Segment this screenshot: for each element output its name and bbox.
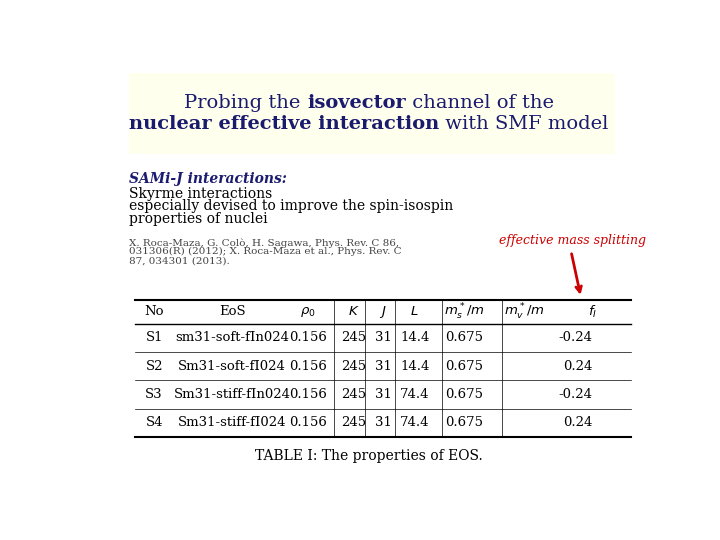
Text: SAMi-J interactions:: SAMi-J interactions: bbox=[129, 172, 287, 186]
Text: especially devised to improve the spin-isospin: especially devised to improve the spin-i… bbox=[129, 199, 454, 213]
Text: 14.4: 14.4 bbox=[400, 332, 429, 345]
Text: Sm31-stiff-fI024: Sm31-stiff-fI024 bbox=[178, 416, 287, 429]
Text: properties of nuclei: properties of nuclei bbox=[129, 212, 268, 226]
Text: $J$: $J$ bbox=[379, 303, 387, 320]
Text: 74.4: 74.4 bbox=[400, 416, 430, 429]
Text: 0.675: 0.675 bbox=[445, 360, 483, 373]
Text: 031306(R) (2012); X. Roca-Maza et al., Phys. Rev. C: 031306(R) (2012); X. Roca-Maza et al., P… bbox=[129, 247, 402, 256]
Text: 31: 31 bbox=[374, 332, 392, 345]
Text: S2: S2 bbox=[145, 360, 163, 373]
Text: 31: 31 bbox=[374, 416, 392, 429]
Text: 31: 31 bbox=[374, 360, 392, 373]
Text: 0.156: 0.156 bbox=[289, 416, 327, 429]
Text: 87, 034301 (2013).: 87, 034301 (2013). bbox=[129, 256, 230, 266]
Text: 245: 245 bbox=[341, 388, 366, 401]
Text: 0.675: 0.675 bbox=[445, 388, 483, 401]
Text: 0.24: 0.24 bbox=[563, 416, 593, 429]
Text: 0.24: 0.24 bbox=[563, 360, 593, 373]
Text: 0.675: 0.675 bbox=[445, 332, 483, 345]
Text: X. Roca-Maza, G. Colò, H. Sagawa, Phys. Rev. C 86,: X. Roca-Maza, G. Colò, H. Sagawa, Phys. … bbox=[129, 238, 399, 247]
Text: EoS: EoS bbox=[219, 305, 246, 318]
Text: 245: 245 bbox=[341, 360, 366, 373]
Text: S4: S4 bbox=[145, 416, 163, 429]
Text: TABLE I: The properties of EOS.: TABLE I: The properties of EOS. bbox=[255, 449, 483, 463]
Text: S3: S3 bbox=[145, 388, 163, 401]
Text: 0.156: 0.156 bbox=[289, 332, 327, 345]
Text: $m_v^*/m$: $m_v^*/m$ bbox=[504, 302, 544, 322]
Text: Sm31-soft-fI024: Sm31-soft-fI024 bbox=[179, 360, 287, 373]
Text: 245: 245 bbox=[341, 416, 366, 429]
FancyBboxPatch shape bbox=[129, 73, 615, 154]
Text: Sm31-stiff-fIn024: Sm31-stiff-fIn024 bbox=[174, 388, 291, 401]
Text: -0.24: -0.24 bbox=[558, 332, 593, 345]
Text: Probing the: Probing the bbox=[184, 94, 307, 112]
Text: nuclear effective interaction: nuclear effective interaction bbox=[129, 115, 439, 133]
Text: 74.4: 74.4 bbox=[400, 388, 430, 401]
Text: $m_s^*/m$: $m_s^*/m$ bbox=[444, 302, 484, 322]
Text: 245: 245 bbox=[341, 332, 366, 345]
Text: sm31-soft-fIn024: sm31-soft-fIn024 bbox=[175, 332, 289, 345]
Text: -0.24: -0.24 bbox=[558, 388, 593, 401]
Text: $L$: $L$ bbox=[410, 305, 419, 318]
Text: 31: 31 bbox=[374, 388, 392, 401]
Text: 0.675: 0.675 bbox=[445, 416, 483, 429]
Text: $\rho_0$: $\rho_0$ bbox=[300, 305, 315, 319]
Text: isovector: isovector bbox=[307, 94, 405, 112]
Text: channel of the: channel of the bbox=[405, 94, 554, 112]
Text: 0.156: 0.156 bbox=[289, 388, 327, 401]
Text: with SMF model: with SMF model bbox=[439, 115, 609, 133]
Text: 0.156: 0.156 bbox=[289, 360, 327, 373]
Text: Skyrme interactions: Skyrme interactions bbox=[129, 187, 272, 201]
Text: $K$: $K$ bbox=[348, 305, 360, 318]
Text: 14.4: 14.4 bbox=[400, 360, 429, 373]
Text: No: No bbox=[145, 305, 164, 318]
Text: effective mass splitting: effective mass splitting bbox=[499, 234, 646, 247]
Text: S1: S1 bbox=[145, 332, 163, 345]
Text: $f_I$: $f_I$ bbox=[588, 303, 597, 320]
